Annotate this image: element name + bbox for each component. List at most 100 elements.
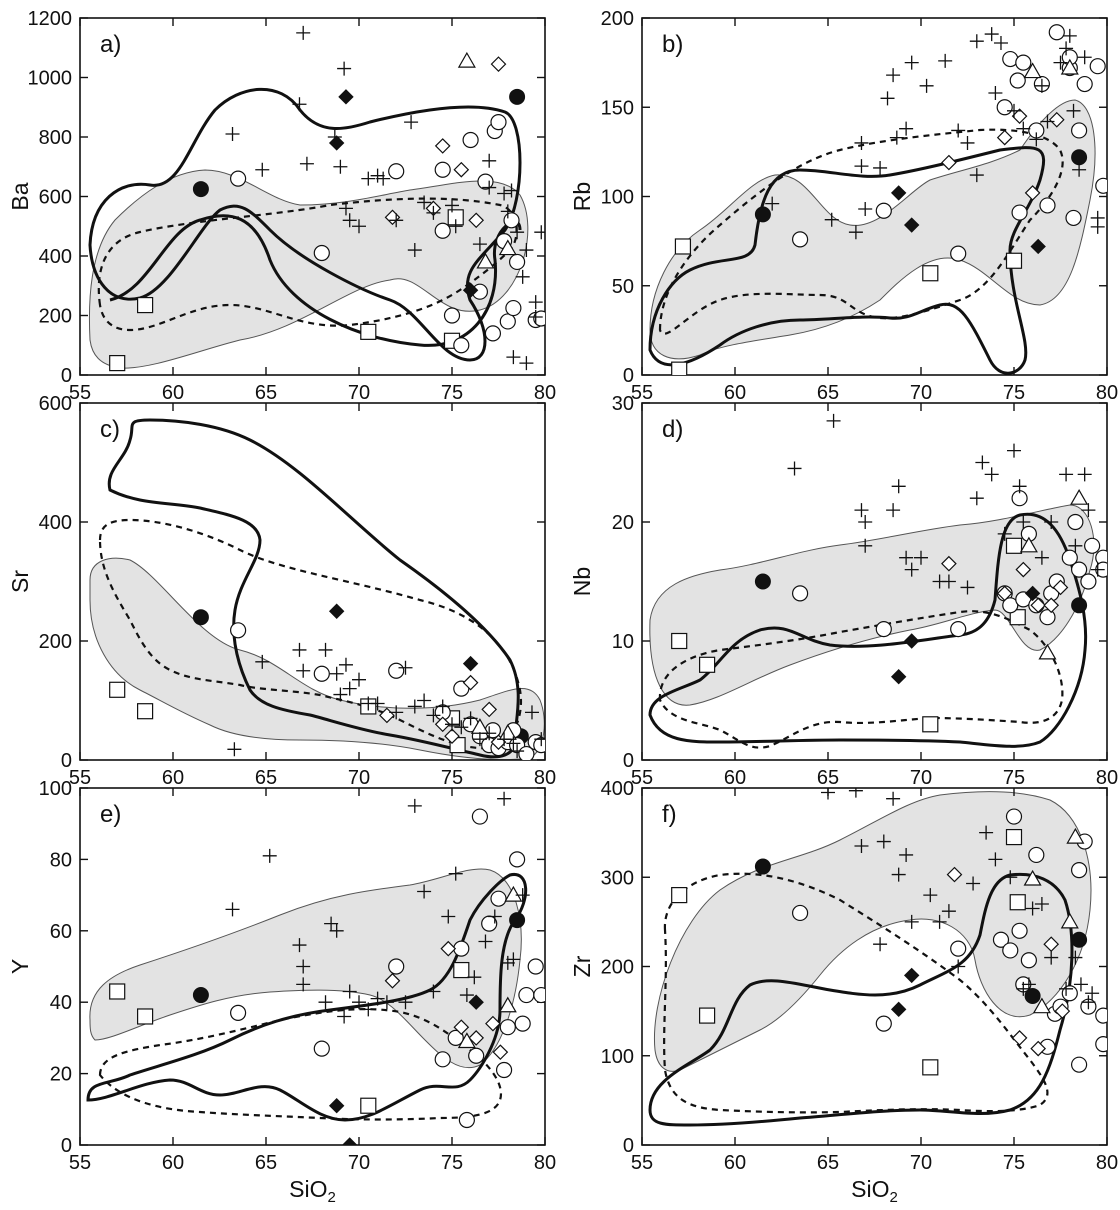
- panel-f-point-plus-16: [1003, 870, 1018, 885]
- panel-e-point-triangle-open-0: [457, 1032, 476, 1049]
- panel-d-point-plus-26: [1090, 562, 1105, 577]
- panel-d-point-plus-21: [1044, 515, 1059, 529]
- panel-f-point-plus-14: [979, 825, 994, 840]
- panel-d-axes: 55 60 65 70 75 80 0 10 20 30 d) Nb: [569, 393, 1118, 789]
- panel-b-point-plus-1: [824, 212, 839, 227]
- panel-d-point-plus-23: [1068, 538, 1083, 553]
- panel-c-point-plus-9: [352, 672, 366, 687]
- panel-e-point-plus-4: [296, 977, 311, 992]
- panel-c-axes: 55 60 65 70 75 80 0 200 400 600 c) Sr: [7, 393, 556, 789]
- panel-e-point-plus-16: [417, 884, 432, 899]
- panel-f-point-circle-open-18: [1095, 1036, 1107, 1053]
- panel-d-point-plus-14: [975, 455, 990, 470]
- panel-b-point-circle-open-1: [875, 202, 892, 219]
- panel-c-points: [109, 603, 545, 760]
- panel-f-point-plus-12: [951, 959, 966, 974]
- panel-f-point-circle-filled-0: [754, 858, 771, 875]
- panel-b-point-diamond-open-4: [1048, 111, 1065, 128]
- panel-f-point-plus-18: [1021, 977, 1036, 992]
- panel-e-point-plus-12: [370, 991, 385, 1006]
- panel-e-point-circle-open-10: [490, 890, 507, 907]
- panel-e-point-diamond-open-5: [492, 1044, 509, 1061]
- panel-f-point-plus-19: [1025, 901, 1040, 916]
- panel-f-point-circle-open-1: [875, 1015, 892, 1032]
- panel-f-ytick-label-4: 400: [601, 778, 634, 800]
- panel-c-point-plus-23: [497, 732, 512, 747]
- panel-e-point-plus-19: [448, 866, 463, 881]
- panel-b-grey-field: [649, 99, 1096, 360]
- panel-e-xlabel: SiO2: [289, 1176, 336, 1205]
- panel-f-point-triangle-open-1: [1032, 997, 1051, 1014]
- panel-e-point-plus-20: [459, 988, 474, 1003]
- panel-e-point-circle-open-3: [434, 1051, 451, 1068]
- panel-a-points: [109, 25, 545, 372]
- panel-b-xtick-label-0: 55: [631, 382, 653, 404]
- panel-a-point-circle-filled-1: [509, 88, 526, 105]
- panel-a-point-plus-29: [515, 269, 530, 284]
- panel-c-frame: [79, 402, 546, 761]
- panel-d-xtick-label-1: 60: [724, 767, 746, 789]
- panel-d-ylabel: Nb: [569, 567, 595, 596]
- panel-e-point-plus-3: [296, 959, 311, 974]
- panel-e-ytick-label-4: 80: [50, 849, 72, 871]
- panel-c-point-plus-0: [227, 742, 242, 757]
- panel-e-point-circle-open-14: [514, 1015, 531, 1032]
- panel-b-axes: 55 60 65 70 75 80 0 50 100 150 200 b) Rb: [569, 8, 1118, 404]
- panel-a-solid-outline-2: [109, 214, 522, 347]
- panel-a-point-plus-18: [426, 205, 441, 220]
- panel-d-point-plus-0: [787, 461, 802, 476]
- panel-e-point-plus-13: [379, 995, 394, 1010]
- panel-b-xtick-label-1: 60: [724, 382, 746, 404]
- panel-c-point-plus-18: [445, 717, 459, 732]
- panel-d-point-diamond-filled-2: [1024, 585, 1041, 602]
- panel-e-points: [109, 791, 545, 1145]
- panel-f-ytick-label-2: 200: [601, 957, 634, 979]
- panel-a-point-diamond-filled-1: [338, 89, 354, 105]
- panel-d-point-plus-16: [997, 526, 1012, 541]
- panel-a-point-circle-open-7: [462, 131, 479, 149]
- panel-b-point-plus-15: [960, 135, 975, 150]
- panel-e-point-plus-25: [500, 955, 515, 970]
- panel-c-point-plus-24: [506, 736, 521, 751]
- panel-a-xtick-label-5: 80: [534, 382, 556, 404]
- panel-a-point-circle-filled-0: [192, 181, 209, 198]
- panel-b-point-square-open-1: [674, 238, 692, 255]
- panel-e-ylabel: Y: [7, 959, 33, 974]
- panel-a-point-plus-14: [389, 213, 404, 228]
- panel-a-point-plus-11: [361, 171, 376, 186]
- panel-c-point-plus-14: [407, 699, 422, 714]
- panel-e-point-diamond-filled-1: [341, 1137, 358, 1145]
- panel-a-solid-outline-1: [88, 87, 522, 362]
- panel-e-point-plus-1: [262, 848, 277, 863]
- panel-a-point-plus-13: [376, 171, 391, 186]
- panel-a-point-plus-17: [417, 195, 432, 210]
- panel-f-xtick-label-4: 75: [1003, 1152, 1025, 1174]
- panel-d-point-circle-open-12: [1061, 549, 1078, 566]
- panel-f-point-plus-7: [899, 847, 914, 862]
- panel-a-point-plus-9: [342, 213, 357, 228]
- panel-b-point-plus-22: [1016, 121, 1031, 136]
- panel-d-point-diamond-open-2: [1015, 561, 1032, 578]
- panel-a-point-square-open-1: [137, 296, 154, 314]
- panel-f-xtick-label-2: 65: [817, 1152, 839, 1174]
- panel-c-xtick-label-3: 70: [348, 767, 370, 789]
- panel-a-point-plus-3: [296, 25, 311, 40]
- panel-b-xtick-label-3: 70: [910, 382, 932, 404]
- panel-b-point-square-open-0: [671, 361, 688, 375]
- panel-f-point-diamond-open-2: [1030, 1040, 1047, 1057]
- panel-f-point-diamond-open-1: [1011, 1030, 1028, 1046]
- panel-f-xtick-label-1: 60: [724, 1152, 746, 1174]
- panel-b-point-plus-33: [1090, 219, 1105, 234]
- panel-c-point-plus-12: [389, 705, 404, 720]
- panel-a-xtick-label-3: 70: [348, 382, 370, 404]
- panel-b-point-diamond-filled-0: [890, 185, 907, 201]
- panel-a-point-diamond-open-4: [468, 212, 485, 229]
- panel-c-point-plus-5: [329, 666, 344, 681]
- panel-e-point-diamond-open-4: [485, 1015, 501, 1032]
- panel-e-point-circle-open-12: [499, 1019, 516, 1036]
- panel-b-point-plus-25: [1040, 114, 1055, 129]
- panel-c-point-plus-26: [524, 705, 539, 720]
- panel-f-point-circle-open-8: [1020, 952, 1037, 969]
- panel-f-fields: [648, 791, 1092, 1127]
